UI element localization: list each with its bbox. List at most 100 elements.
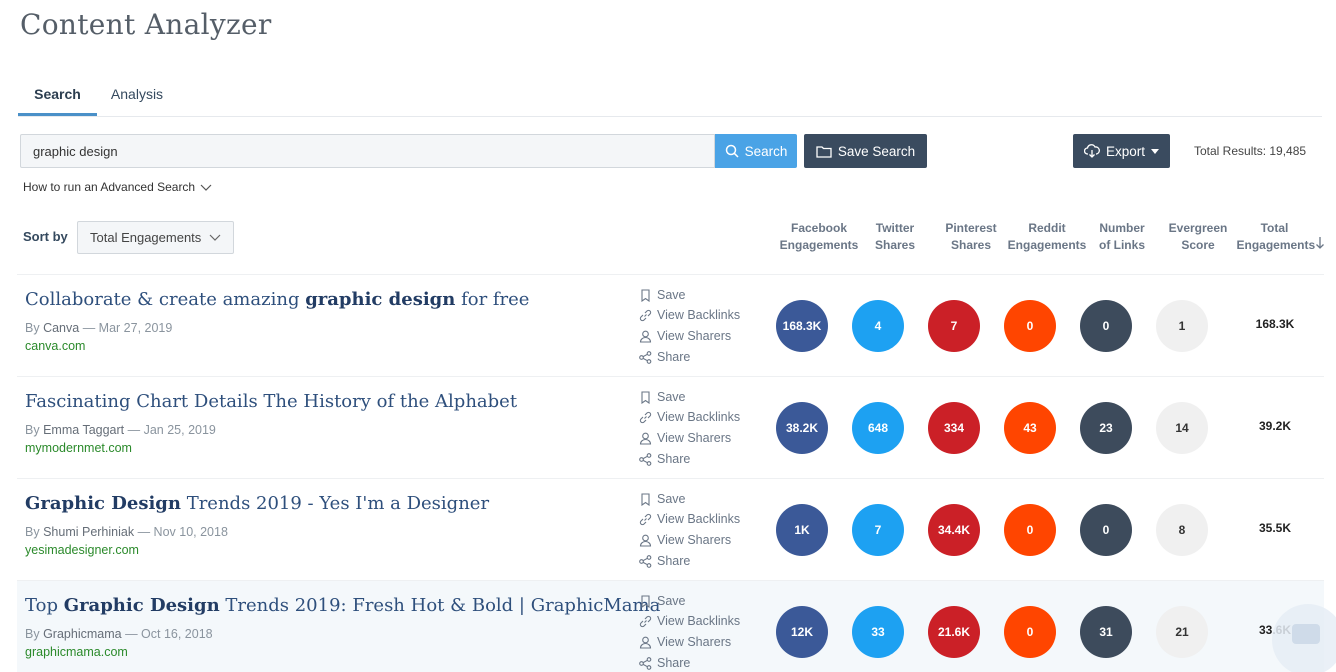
result-title[interactable]: Graphic Design Trends 2019 - Yes I'm a D… — [25, 493, 489, 514]
result-actions: Save View Backlinks View Sharers Share — [639, 591, 740, 672]
result-domain[interactable]: mymodernmet.com — [25, 441, 132, 455]
share-icon — [639, 452, 652, 466]
chat-widget[interactable] — [1272, 604, 1336, 672]
sort-dropdown[interactable]: Total Engagements — [77, 221, 234, 254]
result-title-text: Trends 2019 - Yes I'm a Designer — [180, 493, 490, 514]
view-backlinks-button[interactable]: View Backlinks — [639, 509, 740, 529]
view-backlinks-button[interactable]: View Backlinks — [639, 611, 740, 631]
result-author[interactable]: Canva — [43, 321, 80, 335]
pinterest-shares-bubble[interactable]: 7 — [928, 300, 980, 352]
column-header-pinterest[interactable]: Pinterest Shares — [945, 221, 997, 252]
action-label: Share — [657, 452, 691, 466]
reddit-engagements-bubble[interactable]: 0 — [1004, 504, 1056, 556]
bookmark-icon — [639, 492, 652, 506]
view-sharers-button[interactable]: View Sharers — [639, 325, 740, 347]
view-sharers-button[interactable]: View Sharers — [639, 529, 740, 551]
result-title[interactable]: Collaborate & create amazing graphic des… — [25, 289, 529, 310]
number-of-links-bubble[interactable]: 0 — [1080, 300, 1132, 352]
share-button[interactable]: Share — [639, 551, 740, 571]
result-by: By — [25, 627, 40, 641]
result-author[interactable]: Shumi Perhiniak — [43, 525, 135, 539]
action-label: Save — [657, 390, 686, 404]
view-sharers-button[interactable]: View Sharers — [639, 631, 740, 653]
result-domain[interactable]: yesimadesigner.com — [25, 543, 139, 557]
result-date: — Jan 25, 2019 — [127, 423, 216, 437]
result-title[interactable]: Fascinating Chart Details The History of… — [25, 391, 517, 412]
reddit-engagements-bubble[interactable]: 43 — [1004, 402, 1056, 454]
share-button[interactable]: Share — [639, 347, 740, 367]
result-title-text: Fascinating Chart Details The History of… — [25, 391, 518, 412]
view-sharers-button[interactable]: View Sharers — [639, 427, 740, 449]
save-search-button[interactable]: Save Search — [804, 134, 927, 168]
result-date: — Oct 16, 2018 — [125, 627, 213, 641]
share-button[interactable]: Share — [639, 653, 740, 672]
result-title[interactable]: Top Graphic Design Trends 2019: Fresh Ho… — [25, 595, 660, 616]
tab-search[interactable]: Search — [18, 78, 97, 116]
result-domain[interactable]: graphicmama.com — [25, 645, 128, 659]
result-domain[interactable]: canva.com — [25, 339, 86, 353]
user-icon — [639, 432, 652, 445]
sort-arrow-down-icon — [1315, 237, 1324, 249]
pinterest-shares-bubble[interactable]: 334 — [928, 402, 980, 454]
result-row: Top Graphic Design Trends 2019: Fresh Ho… — [17, 580, 1324, 672]
result-actions: Save View Backlinks View Sharers Share — [639, 489, 740, 571]
facebook-engagements-bubble[interactable]: 38.2K — [776, 402, 828, 454]
twitter-shares-bubble[interactable]: 33 — [852, 606, 904, 658]
action-label: Share — [657, 656, 691, 670]
facebook-engagements-bubble[interactable]: 1K — [776, 504, 828, 556]
save-button[interactable]: Save — [639, 387, 740, 407]
export-label: Export — [1105, 143, 1146, 159]
evergreen-score-bubble[interactable]: 21 — [1156, 606, 1208, 658]
advanced-search-link[interactable]: How to run an Advanced Search — [23, 180, 212, 194]
result-date: — Nov 10, 2018 — [137, 525, 228, 539]
twitter-shares-bubble[interactable]: 648 — [852, 402, 904, 454]
action-label: View Backlinks — [657, 614, 741, 628]
result-actions: Save View Backlinks View Sharers Share — [639, 387, 740, 469]
export-button[interactable]: Export — [1073, 134, 1170, 168]
evergreen-score-bubble[interactable]: 8 — [1156, 504, 1208, 556]
save-button[interactable]: Save — [639, 285, 740, 305]
result-author[interactable]: Graphicmama — [43, 627, 122, 641]
action-label: Save — [657, 492, 686, 506]
total-engagements-value: 35.5K — [1258, 521, 1292, 535]
reddit-engagements-bubble[interactable]: 0 — [1004, 606, 1056, 658]
search-input[interactable] — [20, 134, 715, 168]
result-author[interactable]: Emma Taggart — [43, 423, 125, 437]
column-header-evergreen[interactable]: Evergreen Score — [1168, 221, 1228, 252]
action-label: View Sharers — [657, 431, 732, 445]
pinterest-shares-bubble[interactable]: 34.4K — [928, 504, 980, 556]
column-header-total[interactable]: Total Engagements — [1232, 220, 1328, 254]
link-icon — [639, 513, 652, 526]
result-row: Fascinating Chart Details The History of… — [17, 376, 1324, 478]
twitter-shares-bubble[interactable]: 4 — [852, 300, 904, 352]
facebook-engagements-bubble[interactable]: 12K — [776, 606, 828, 658]
action-label: View Backlinks — [657, 512, 741, 526]
action-label: Save — [657, 594, 686, 608]
column-header-links[interactable]: Number of Links — [1098, 221, 1145, 252]
column-header-facebook[interactable]: Facebook Engagements — [779, 221, 859, 252]
number-of-links-bubble[interactable]: 31 — [1080, 606, 1132, 658]
evergreen-score-bubble[interactable]: 1 — [1156, 300, 1208, 352]
save-button[interactable]: Save — [639, 489, 740, 509]
share-button[interactable]: Share — [639, 449, 740, 469]
twitter-shares-bubble[interactable]: 7 — [852, 504, 904, 556]
action-label: View Sharers — [657, 533, 732, 547]
facebook-engagements-bubble[interactable]: 168.3K — [776, 300, 828, 352]
reddit-engagements-bubble[interactable]: 0 — [1004, 300, 1056, 352]
user-icon — [639, 534, 652, 547]
column-header-reddit[interactable]: Reddit Engagements — [1007, 221, 1087, 252]
result-title-keyword: Graphic Design — [63, 595, 220, 616]
action-label: View Backlinks — [657, 410, 741, 424]
evergreen-score-bubble[interactable]: 14 — [1156, 402, 1208, 454]
view-backlinks-button[interactable]: View Backlinks — [639, 407, 740, 427]
tab-analysis[interactable]: Analysis — [110, 86, 164, 102]
number-of-links-bubble[interactable]: 23 — [1080, 402, 1132, 454]
search-button[interactable]: Search — [715, 134, 797, 168]
number-of-links-bubble[interactable]: 0 — [1080, 504, 1132, 556]
column-header-twitter[interactable]: Twitter Shares — [874, 221, 916, 252]
result-row: Graphic Design Trends 2019 - Yes I'm a D… — [17, 478, 1324, 580]
save-button[interactable]: Save — [639, 591, 740, 611]
pinterest-shares-bubble[interactable]: 21.6K — [928, 606, 980, 658]
view-backlinks-button[interactable]: View Backlinks — [639, 305, 740, 325]
sort-label: Sort by — [23, 229, 68, 244]
